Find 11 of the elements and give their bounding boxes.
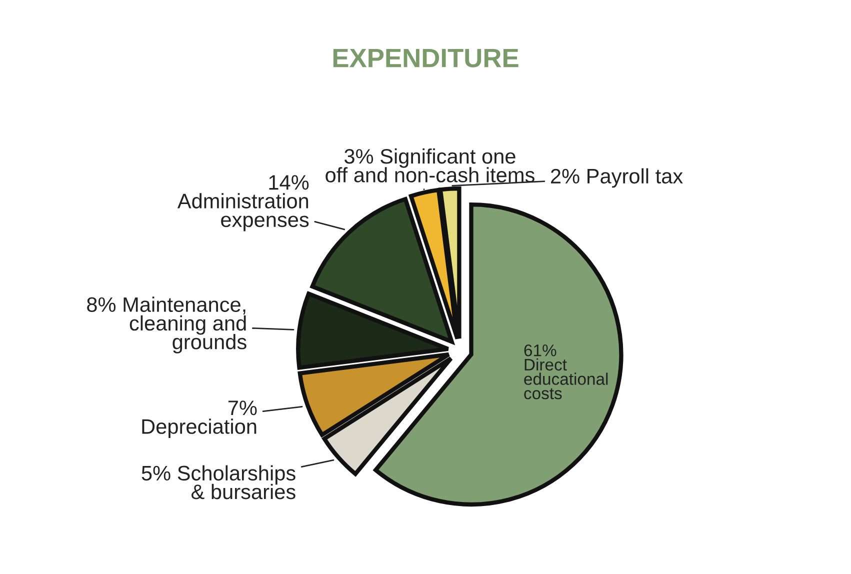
slice-label: Depreciation [142,418,256,438]
data-label: 7% [228,400,257,416]
data-label: 61% [524,344,556,356]
legend-label: 8% Maintenance, cleaning and grounds [87,296,246,354]
slice-label: 2% Payroll tax [550,168,683,188]
slice-label: Administration expenses [177,193,309,232]
slice-label: Direct educational costs [524,358,608,400]
slice-label: 3% Significant one off and non-cash items [326,148,534,182]
chart-title: EXPENDITURE [333,48,518,68]
slice-label: 5% Scholarships & bursaries [142,465,296,500]
data-label: 14% [269,175,309,190]
